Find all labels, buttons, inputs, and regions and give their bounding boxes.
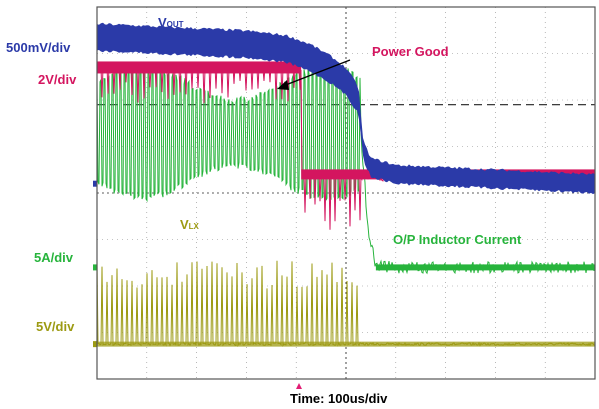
- trigger-marker: [296, 383, 302, 389]
- vout-ground-marker: [93, 180, 97, 187]
- vlx-scale-label: 5V/div: [36, 319, 75, 334]
- power-good-high-band: [97, 61, 302, 74]
- vlx-ground-marker: [93, 341, 97, 348]
- inductor-current-annotation: O/P Inductor Current: [393, 232, 522, 247]
- vlx-trace-label: VLX: [180, 217, 200, 232]
- vout-trace-label: VOUT: [158, 15, 184, 30]
- inductor-ground-marker: [93, 264, 97, 271]
- timebase-label: Time: 100us/div: [290, 391, 388, 406]
- arrow-head: [277, 80, 289, 90]
- inductor-current-settled-band: [375, 264, 595, 271]
- vout-trace: [97, 22, 595, 195]
- waveform-traces: [93, 22, 596, 348]
- vlx-baseline-band: [97, 341, 595, 347]
- inductor-scale-label: 5A/div: [34, 250, 74, 265]
- annotation-arrow: [282, 59, 351, 87]
- power-good-scale-label: 2V/div: [38, 72, 77, 87]
- vout-scale-label: 500mV/div: [6, 40, 71, 55]
- plot-frame: [96, 6, 596, 380]
- power-good-annotation: Power Good: [372, 44, 449, 59]
